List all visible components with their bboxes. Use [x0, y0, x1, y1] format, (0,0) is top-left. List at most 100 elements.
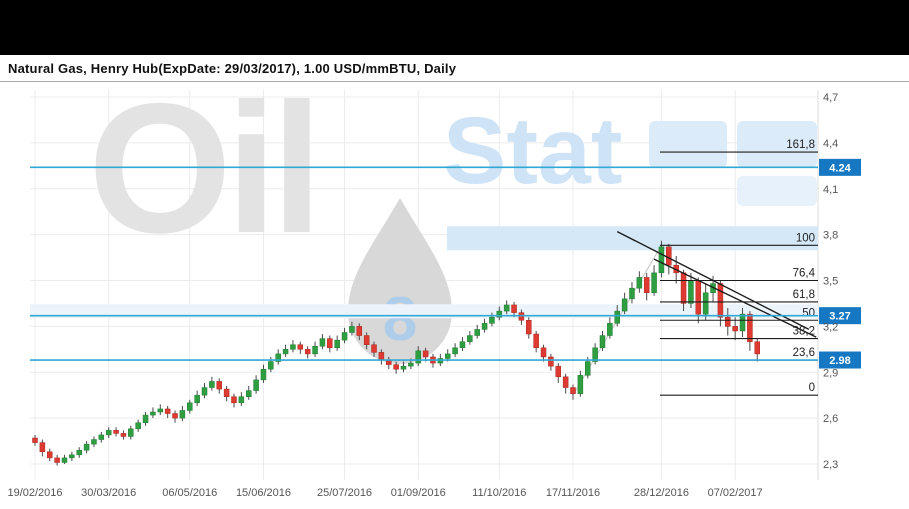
candle: [607, 317, 613, 339]
candle: [474, 324, 480, 339]
candle: [179, 405, 186, 422]
x-axis-tick: 15/06/2016: [236, 487, 291, 499]
candle: [570, 384, 576, 400]
candle: [319, 334, 326, 350]
candle: [39, 439, 46, 457]
price-tag-value: 4.24: [829, 162, 851, 174]
fib-level-label: 100: [796, 232, 815, 244]
candle: [128, 425, 134, 440]
fib-level-label: 38,2: [793, 326, 815, 338]
candle: [363, 332, 370, 350]
candle: [629, 282, 635, 304]
candle: [54, 454, 60, 466]
candle: [400, 361, 407, 373]
candle: [253, 375, 259, 394]
candle: [334, 335, 340, 351]
price-tag: [819, 351, 861, 369]
candle: [577, 370, 584, 397]
svg-text:Stat: Stat: [443, 98, 622, 204]
candle: [69, 451, 75, 461]
candle: [481, 318, 488, 333]
candle: [548, 353, 554, 371]
x-axis-tick: 25/07/2016: [317, 487, 372, 499]
svg-text:Oil: Oil: [88, 66, 317, 272]
candle: [135, 419, 141, 432]
candle: [297, 341, 304, 354]
candle: [562, 373, 569, 394]
candle: [747, 311, 753, 351]
candles: [32, 240, 761, 466]
candle: [32, 434, 38, 446]
x-axis-tick: 06/05/2016: [162, 487, 217, 499]
y-axis-tick: 3,2: [823, 321, 838, 333]
candle: [157, 404, 164, 416]
fib-level-label: 61,8: [793, 289, 815, 301]
candle: [201, 382, 208, 399]
candle: [275, 349, 281, 365]
fib-level-label: 0: [809, 382, 815, 394]
price-tag-value: 3.27: [829, 311, 850, 323]
candle: [739, 308, 746, 338]
candle: [238, 392, 245, 406]
candle: [187, 399, 193, 414]
chart-title-bar: Natural Gas, Henry Hub(ExpDate: 29/03/20…: [0, 55, 909, 82]
candle: [113, 427, 119, 437]
candle: [459, 337, 466, 351]
candle: [717, 280, 724, 327]
fibonacci-levels: 161,8 100 76,4 61,8 50 38,2 23,6 0: [660, 139, 818, 396]
fib-level-label: 23,6: [793, 347, 815, 359]
candle: [231, 393, 237, 408]
level-bands: [30, 226, 818, 319]
candle: [105, 427, 112, 439]
y-axis-tick: 3,5: [823, 276, 838, 288]
candle: [260, 364, 267, 383]
candle: [83, 441, 90, 454]
candle: [223, 386, 230, 402]
candle: [725, 308, 731, 336]
trendline[interactable]: [653, 258, 817, 338]
candle: [341, 327, 348, 344]
candle: [164, 405, 171, 419]
candle: [754, 338, 761, 362]
candle: [526, 317, 532, 339]
top-banner: [0, 0, 909, 55]
price-tag: [819, 158, 861, 176]
candle: [393, 361, 399, 374]
fib-level-label: 76,4: [793, 268, 816, 280]
y-axis-tick: 3,8: [823, 230, 838, 242]
candle: [599, 330, 606, 351]
candle: [643, 272, 650, 301]
y-axis-tick: 4,1: [823, 184, 838, 196]
candle: [592, 343, 598, 365]
candle: [658, 240, 665, 278]
candle: [415, 346, 421, 367]
candle: [636, 271, 643, 293]
candle: [282, 344, 289, 357]
candle: [503, 300, 510, 315]
candle: [349, 321, 355, 336]
x-axis-labels: 19/02/2016 30/03/2016 06/05/2016 15/06/2016…: [7, 487, 762, 499]
price-tag: [819, 307, 861, 325]
candle: [91, 436, 97, 448]
y-axis-labels: 4,7 4,4 4,1 3,8 3,5 3,2 2,9 2,6 2,3: [823, 92, 838, 471]
x-axis-tick: 28/12/2016: [634, 487, 689, 499]
candle: [511, 301, 517, 318]
x-axis-tick: 19/02/2016: [7, 487, 62, 499]
candle: [150, 407, 156, 419]
candle: [327, 335, 333, 353]
x-axis-tick: 07/02/2017: [708, 487, 763, 499]
candle: [245, 386, 252, 400]
x-axis-tick: 17/11/2016: [546, 487, 600, 499]
instrument-title: Natural Gas, Henry Hub(ExpDate: 29/03/20…: [8, 60, 457, 76]
candle: [209, 376, 215, 391]
candle: [216, 378, 222, 394]
svg-text:8: 8: [383, 285, 417, 354]
candle: [76, 447, 82, 458]
candle: [142, 412, 149, 426]
candle: [732, 317, 738, 341]
oilstat-watermark: Oil 8 Stat: [88, 66, 817, 364]
fib-level-label: 50: [802, 307, 815, 319]
candle: [496, 306, 503, 321]
